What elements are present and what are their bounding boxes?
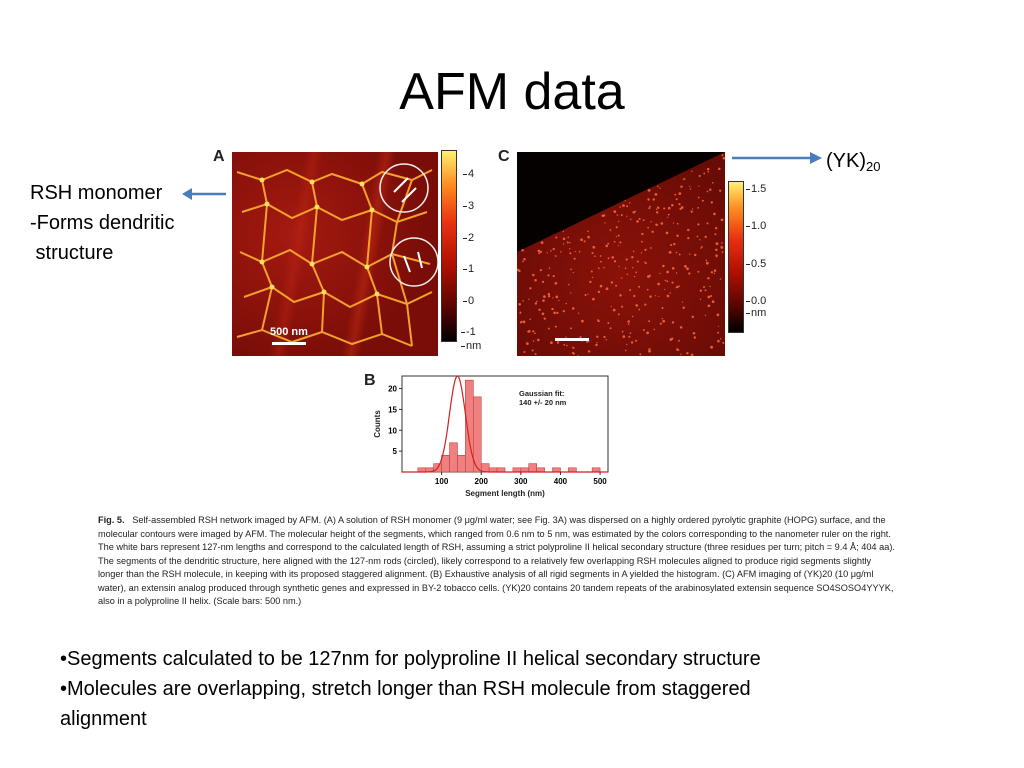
colorbar-a-tick: 0 bbox=[462, 295, 475, 307]
histogram-bar bbox=[591, 467, 601, 473]
annotation-rsh-monomer: RSH monomer -Forms dendritic structure bbox=[30, 178, 174, 268]
histogram-bar bbox=[449, 442, 458, 473]
y-axis-label: Counts bbox=[373, 410, 382, 438]
colorbar-c-tick: 1.0 bbox=[745, 220, 767, 232]
histogram-bar bbox=[536, 467, 545, 473]
colorbar-a-tick: 1 bbox=[462, 263, 475, 275]
histogram-bar bbox=[457, 455, 466, 473]
histogram-bar bbox=[512, 467, 522, 473]
arrow-left-icon bbox=[182, 188, 226, 200]
histogram-svg: 100 200 300 400 500 5 10 15 20 Segment length (… bbox=[373, 375, 609, 498]
annotation-yk-sub: 20 bbox=[866, 159, 881, 174]
scale-bar-a bbox=[272, 342, 306, 345]
panel-a-label: A bbox=[213, 148, 225, 165]
colorbar-a bbox=[441, 150, 457, 342]
y-tick-label: 15 bbox=[388, 405, 397, 414]
histogram-bar bbox=[568, 467, 577, 473]
fit-annotation-line2: 140 +/- 20 nm bbox=[519, 398, 567, 407]
scale-label-a: 500 nm bbox=[270, 326, 308, 338]
afm-image-c bbox=[517, 152, 725, 356]
histogram-bar bbox=[441, 455, 450, 473]
histogram-bar bbox=[417, 467, 427, 473]
bullet-item: •Segments calculated to be 127nm for pol… bbox=[60, 648, 761, 670]
colorbar-a-unit: nm bbox=[460, 340, 482, 352]
afm-image-a: 500 nm bbox=[232, 152, 438, 356]
histogram-bar bbox=[488, 467, 498, 473]
scale-bar-c bbox=[555, 338, 589, 341]
colorbar-c-tick: 0.5 bbox=[745, 258, 767, 270]
annotation-line: RSH monomer bbox=[30, 182, 163, 204]
fit-annotation-line1: Gaussian fit: bbox=[519, 389, 564, 398]
histogram-chart: 100 200 300 400 500 5 10 15 20 Segment length (… bbox=[362, 372, 614, 512]
bullet-list: •Segments calculated to be 127nm for pol… bbox=[60, 644, 960, 734]
histogram-bar bbox=[473, 396, 482, 473]
bullet-item: •Molecules are overlapping, stretch long… bbox=[60, 678, 751, 700]
colorbar-c-tick: 1.5 bbox=[745, 183, 767, 195]
annotation-yk20: (YK)20 bbox=[826, 146, 880, 182]
histogram-bar bbox=[528, 463, 537, 473]
x-tick-label: 500 bbox=[593, 477, 607, 486]
y-tick-label: 10 bbox=[388, 426, 397, 435]
x-axis-label: Segment length (nm) bbox=[465, 489, 545, 498]
x-tick-label: 300 bbox=[514, 477, 528, 486]
colorbar-c bbox=[728, 181, 744, 333]
colorbar-a-tick: 4 bbox=[462, 168, 475, 180]
x-tick-label: 100 bbox=[435, 477, 449, 486]
annotation-line: -Forms dendritic bbox=[30, 212, 175, 234]
colorbar-c-tick: 0.0 bbox=[745, 295, 767, 307]
y-tick-label: 20 bbox=[388, 385, 397, 394]
colorbar-c-unit: nm bbox=[745, 307, 767, 319]
panel-b-label: B bbox=[364, 372, 376, 389]
annotation-line: structure bbox=[30, 242, 114, 264]
histogram-bar bbox=[552, 467, 561, 473]
panel-c-label: C bbox=[498, 148, 510, 165]
y-tick-label: 5 bbox=[393, 447, 398, 456]
dendritic-network bbox=[236, 163, 438, 347]
caption-fig-label: Fig. 5. bbox=[98, 515, 125, 525]
x-tick-label: 400 bbox=[554, 477, 568, 486]
plot-frame bbox=[401, 375, 609, 473]
yk20-dots bbox=[517, 152, 725, 356]
gaussian-fit-line bbox=[402, 375, 608, 473]
colorbar-a-tick: -1 bbox=[461, 326, 476, 338]
histogram-bar bbox=[496, 467, 506, 473]
bullet-item: alignment bbox=[60, 708, 147, 730]
annotation-yk-text: (YK) bbox=[826, 150, 866, 172]
slide-title: AFM data bbox=[399, 63, 625, 121]
x-tick-label: 200 bbox=[475, 477, 489, 486]
colorbar-a-tick: 3 bbox=[462, 200, 475, 212]
arrow-right-icon bbox=[732, 152, 822, 164]
colorbar-a-tick: 2 bbox=[462, 232, 475, 244]
caption-text: Self-assembled RSH network imaged by AFM… bbox=[98, 515, 895, 606]
figure-caption: Fig. 5. Self-assembled RSH network image… bbox=[98, 514, 898, 609]
histogram-bar bbox=[520, 467, 530, 473]
